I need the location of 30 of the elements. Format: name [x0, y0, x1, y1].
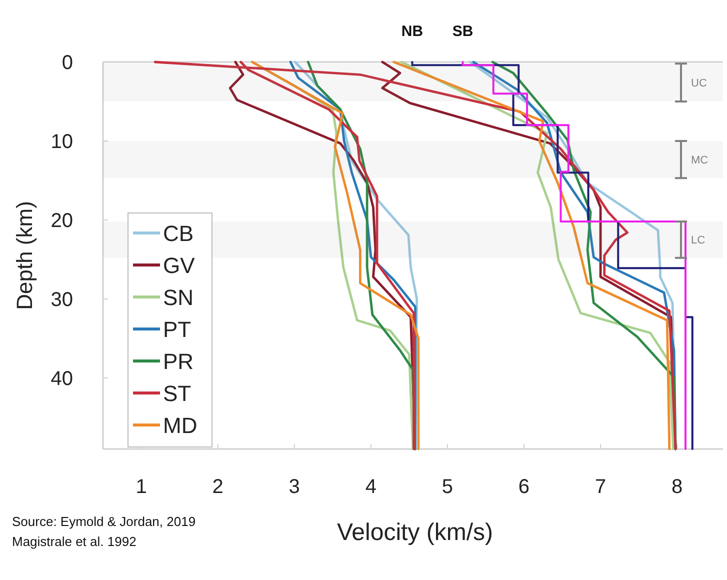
x-tick-label: 3	[288, 476, 300, 498]
y-tick-label: 40	[50, 368, 73, 390]
band-label: MC	[691, 154, 708, 167]
legend-label: GV	[163, 253, 196, 278]
band-label: LC	[691, 234, 706, 247]
y-axis-title: Depth (km)	[12, 201, 37, 310]
y-tick-label: 10	[50, 130, 73, 153]
y-tick-label: 20	[50, 210, 73, 232]
x-tick-label: 7	[594, 476, 606, 498]
x-tick-label: 8	[672, 476, 683, 498]
series-label: SB	[452, 23, 474, 40]
x-tick-label: 4	[365, 476, 376, 498]
y-tick-label: 30	[50, 288, 73, 311]
x-tick-label: 2	[212, 476, 224, 498]
source-note: Source: Eymold & Jordan, 2019	[12, 514, 196, 529]
line-series	[154, 60, 677, 450]
legend-label: PR	[163, 349, 194, 374]
legend-label: MD	[163, 413, 198, 438]
x-axis-title: Velocity (km/s)	[336, 519, 494, 546]
legend-label: PT	[163, 317, 192, 342]
band-label: UC	[691, 78, 707, 90]
x-tick-label: 5	[442, 476, 454, 498]
x-tick-label: 6	[518, 476, 530, 498]
y-tick-label: 0	[62, 52, 73, 74]
legend-label: ST	[163, 381, 192, 406]
series-label: NB	[401, 23, 424, 40]
text: Magistrale et al. 1992	[12, 534, 136, 549]
x-tick-label: 1	[136, 476, 147, 498]
legend-label: CB	[163, 221, 194, 246]
legend-label: SN	[163, 285, 194, 310]
